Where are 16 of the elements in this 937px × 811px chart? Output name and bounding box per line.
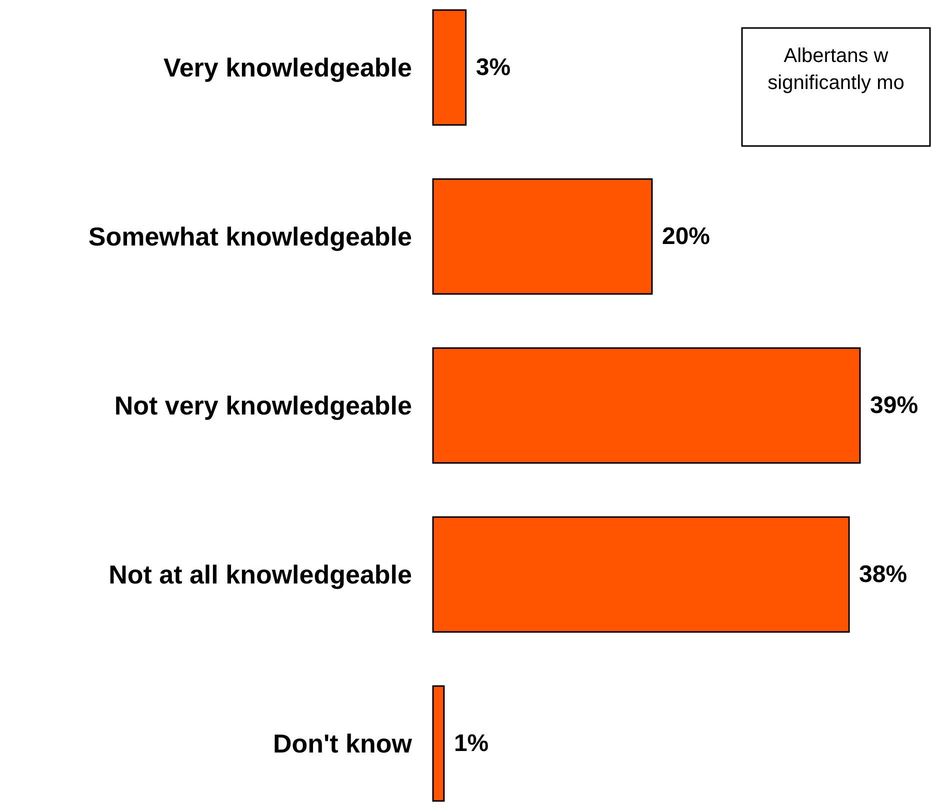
bar (432, 685, 445, 802)
bar (432, 9, 467, 126)
data-label: 39% (870, 392, 918, 419)
bar (432, 178, 653, 295)
data-label: 38% (859, 561, 908, 588)
annotation: Albertans w significantly mo (768, 45, 904, 94)
y-tick-label: Very knowledgeable (163, 52, 412, 82)
y-tick-label: Not very knowledgeable (114, 390, 412, 420)
data-label: 20% (662, 223, 710, 250)
bar (432, 347, 861, 464)
y-tick-label: Not at all knowledgeable (108, 560, 412, 590)
y-tick-label: Don't know (272, 728, 413, 758)
bar (432, 516, 850, 633)
y-tick-label: Somewhat knowledgeable (88, 222, 412, 252)
data-label: 1% (454, 730, 489, 757)
data-label: 3% (476, 54, 511, 81)
